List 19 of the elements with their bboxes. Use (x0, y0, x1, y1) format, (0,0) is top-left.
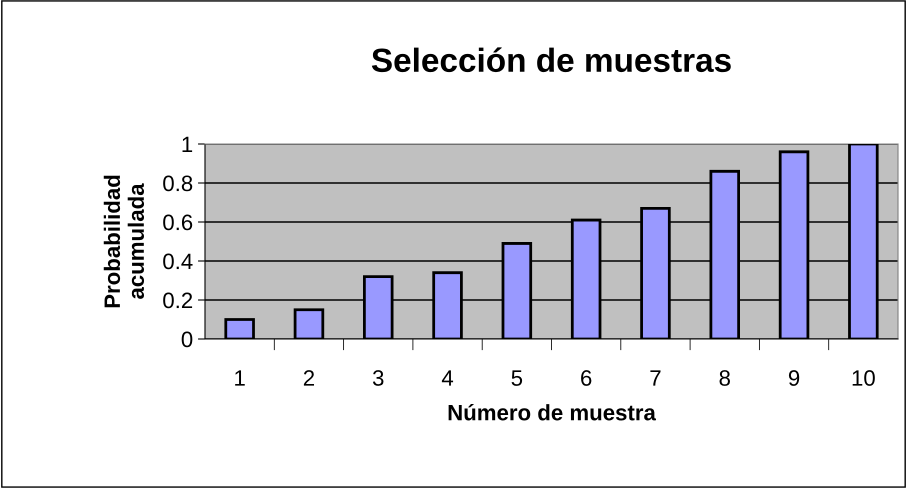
x-tick-label: 10 (852, 370, 875, 386)
x-axis-title: Número de muestra (448, 404, 656, 420)
y-axis-title: Probabilidad acumulada (104, 176, 144, 308)
x-tick-label: 7 (650, 370, 661, 386)
x-tick-label: 5 (512, 370, 522, 386)
x-tick-label: 6 (581, 370, 592, 386)
y-tick-label: 0.6 (163, 214, 192, 230)
y-tick-label: 1 (182, 136, 192, 152)
x-tick-label: 4 (442, 370, 454, 386)
x-tick-label: 3 (372, 370, 384, 386)
x-tick-label: 9 (788, 370, 800, 386)
x-tick-label: 1 (235, 370, 245, 386)
y-tick-label: 0.4 (163, 254, 193, 270)
y-tick-label: 0.8 (163, 176, 192, 192)
x-tick-label: 2 (304, 370, 314, 386)
x-tick-label: 8 (720, 370, 730, 386)
y-tick-label: 0.2 (163, 292, 192, 308)
y-tick-label: 0 (182, 332, 192, 348)
chart-title: Selección de muestras (372, 47, 731, 72)
